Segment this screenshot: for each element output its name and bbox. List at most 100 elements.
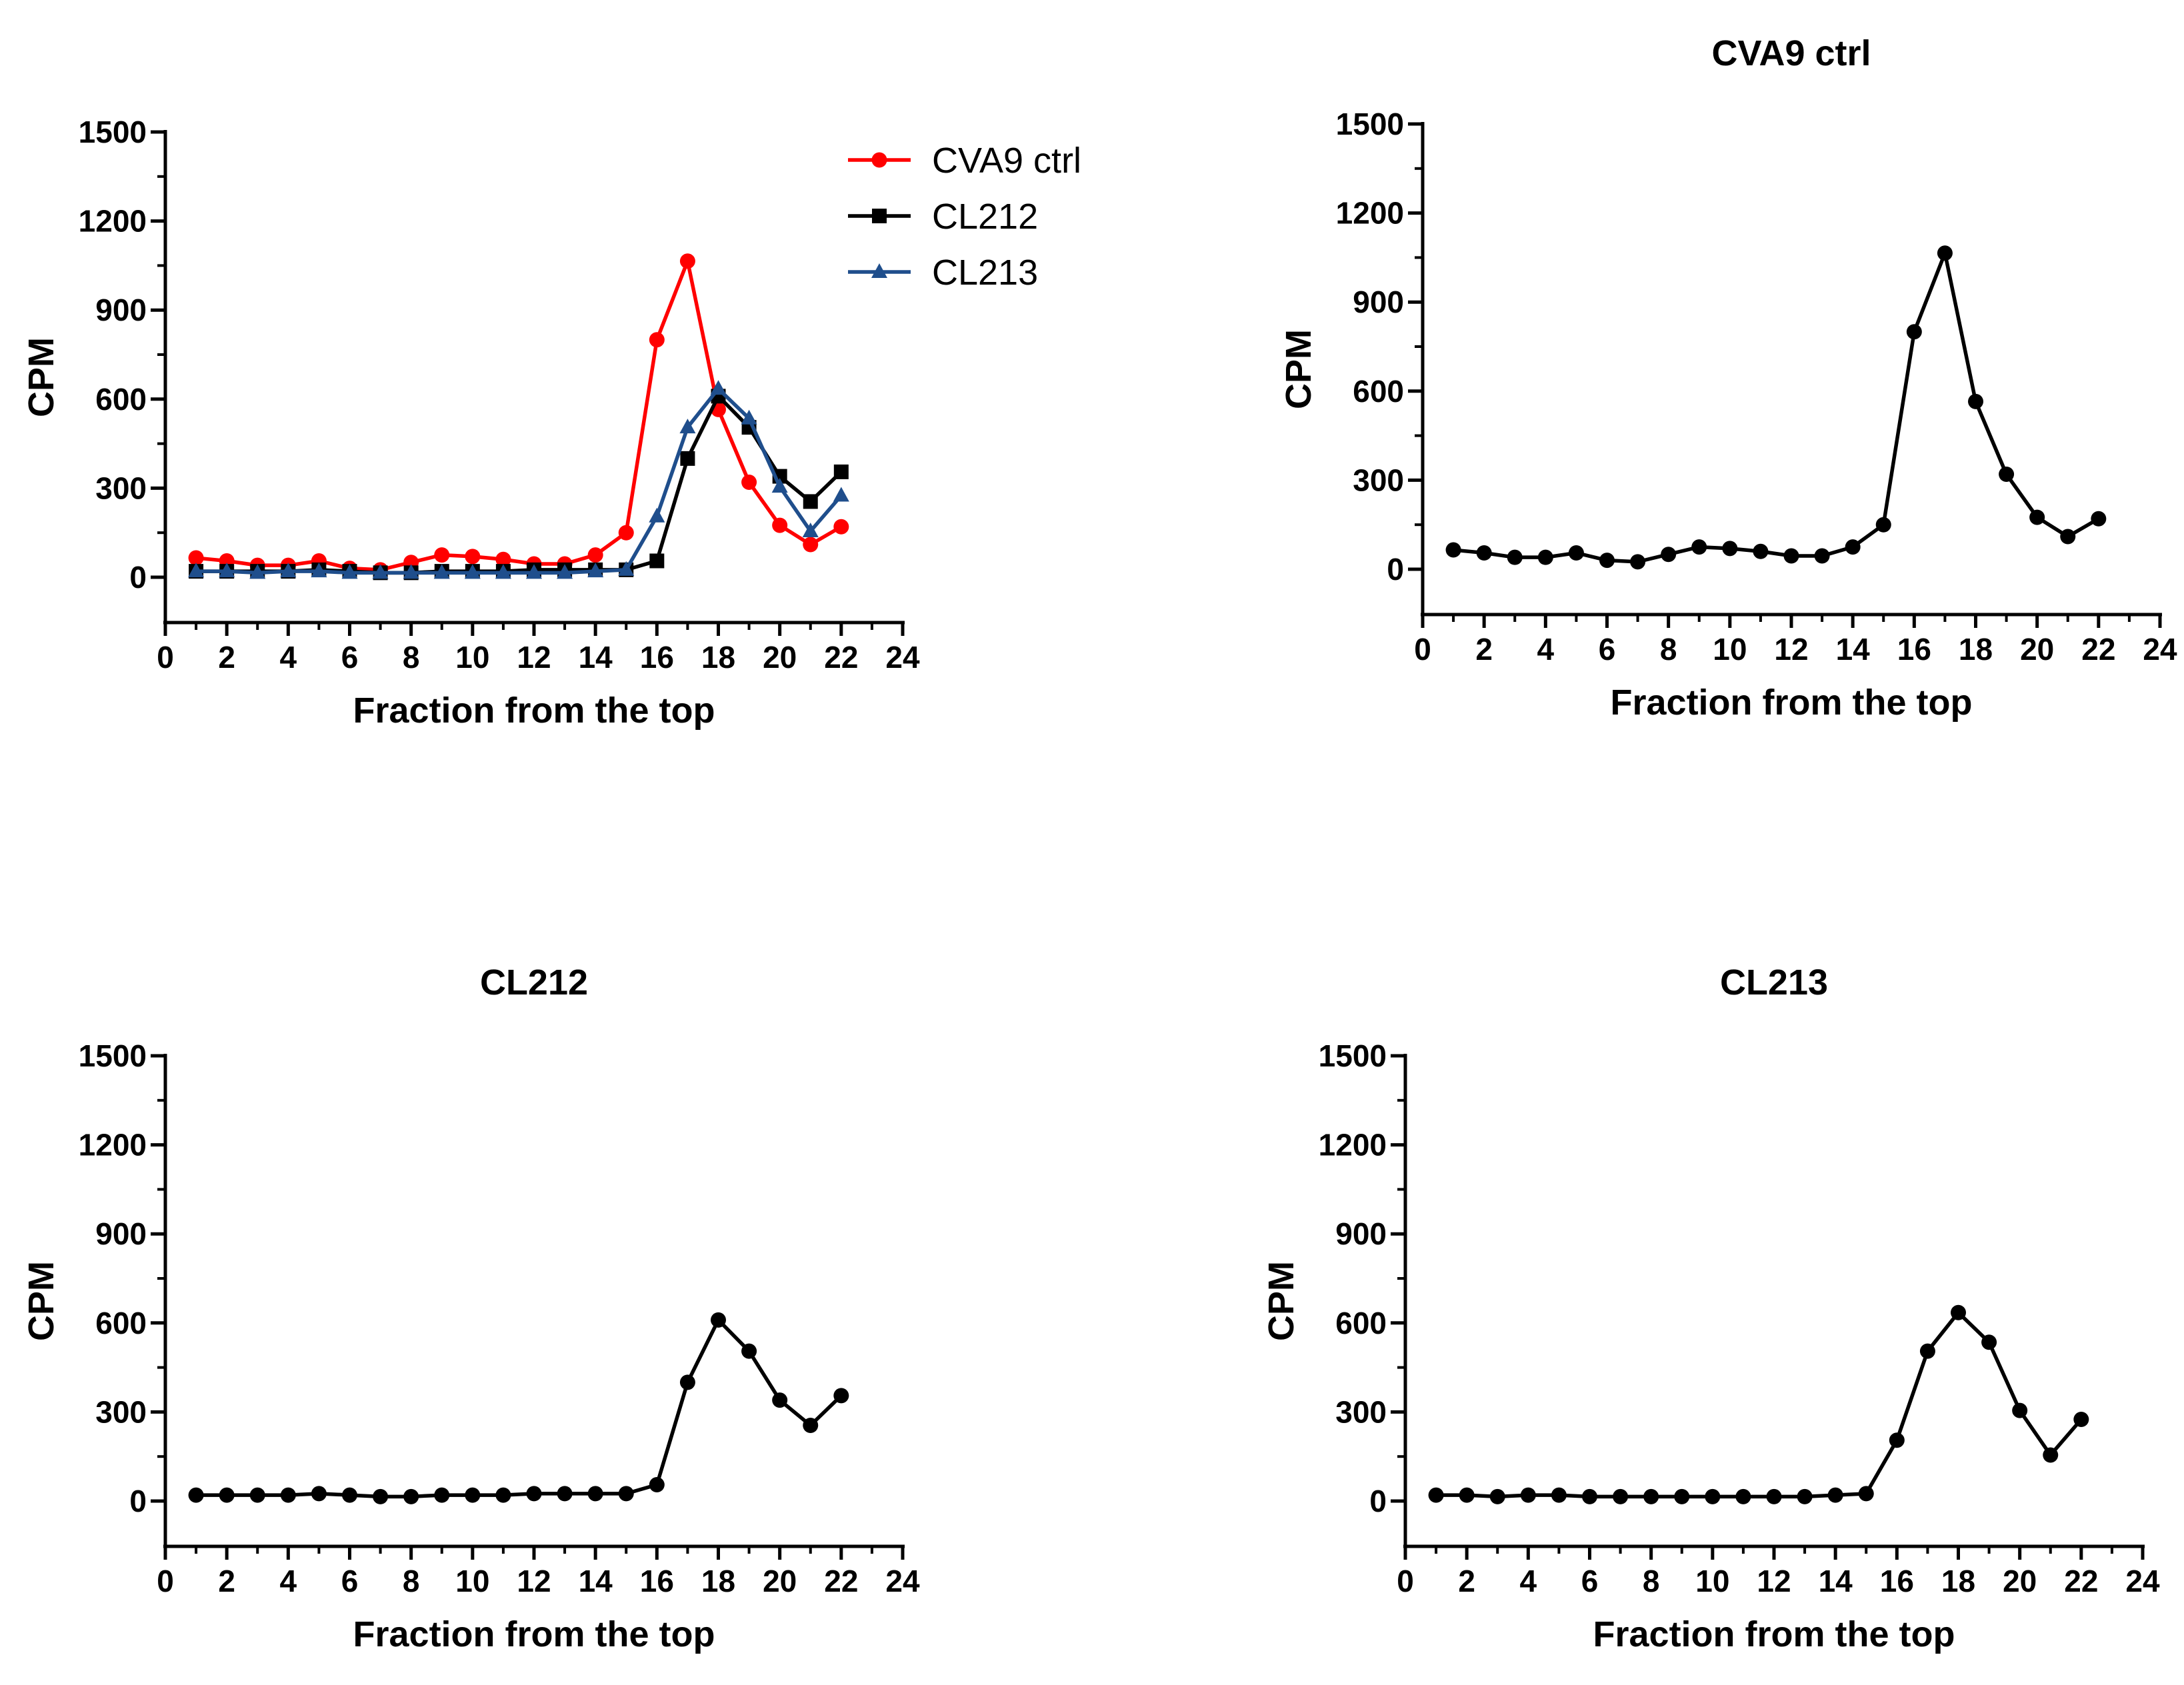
x-tick-label: 16 bbox=[1897, 632, 1931, 667]
series-cl213 bbox=[188, 380, 849, 579]
x-tick-label: 12 bbox=[1757, 1564, 1791, 1598]
data-point-cl213 bbox=[403, 564, 419, 579]
data-point-cl213 bbox=[341, 564, 358, 579]
x-tick-label: 6 bbox=[341, 1564, 359, 1598]
x-tick-label: 24 bbox=[2125, 1564, 2160, 1598]
y-tick-label: 600 bbox=[1335, 1306, 1387, 1340]
legend-label: CL213 bbox=[932, 253, 1038, 293]
series-line-cl213 bbox=[1436, 1310, 2083, 1499]
x-tick-label: 10 bbox=[455, 640, 489, 675]
x-tick-label: 24 bbox=[2143, 632, 2177, 667]
data-point-cl212 bbox=[680, 451, 695, 466]
data-point-cl212 bbox=[649, 553, 665, 569]
data-point-cl213 bbox=[249, 564, 266, 579]
data-point-cl212 bbox=[833, 1388, 849, 1404]
data-point-cl213 bbox=[495, 564, 511, 579]
y-tick-label: 0 bbox=[129, 1484, 147, 1518]
x-tick-label: 12 bbox=[517, 1564, 551, 1598]
x-tick-label: 14 bbox=[1819, 1564, 1853, 1598]
data-point-cva9-ctrl bbox=[2029, 509, 2045, 525]
data-point-cva9-ctrl bbox=[1507, 549, 1523, 565]
data-point-cva9-ctrl bbox=[2060, 529, 2076, 545]
y-tick-label: 1200 bbox=[1336, 196, 1404, 231]
series-line-cl212 bbox=[196, 1318, 843, 1499]
data-point-cl213 bbox=[1889, 1432, 1905, 1448]
data-point-cva9-ctrl bbox=[1814, 548, 1830, 564]
y-axis-title: CPM bbox=[1279, 329, 1319, 409]
data-point-cva9-ctrl bbox=[2091, 511, 2107, 527]
legend-swatch-marker bbox=[872, 209, 887, 223]
y-tick-label: 300 bbox=[1353, 463, 1404, 497]
data-point-cl212 bbox=[249, 1487, 265, 1503]
x-tick-label: 18 bbox=[701, 640, 735, 675]
x-tick-label: 10 bbox=[1695, 1564, 1729, 1598]
data-point-cl213 bbox=[802, 522, 819, 537]
x-tick-label: 6 bbox=[1581, 1564, 1599, 1598]
data-point-cl212 bbox=[679, 1374, 695, 1390]
data-point-cl212 bbox=[403, 1488, 419, 1504]
y-tick-label: 600 bbox=[95, 382, 147, 417]
y-tick-label: 0 bbox=[129, 560, 147, 595]
data-point-cl212 bbox=[649, 1477, 665, 1493]
x-tick-label: 2 bbox=[1458, 1564, 1475, 1598]
data-point-cva9-ctrl bbox=[1783, 548, 1799, 564]
x-axis-title: Fraction from the top bbox=[1593, 1614, 1955, 1654]
legend-item-cl213: CL213 bbox=[848, 253, 1038, 293]
data-point-cl212 bbox=[311, 1486, 327, 1502]
x-tick-label: 16 bbox=[640, 1564, 674, 1598]
data-point-cl212 bbox=[833, 464, 849, 479]
series-line-cva9-ctrl bbox=[195, 259, 843, 572]
data-point-cl213 bbox=[1858, 1486, 1874, 1502]
legend-label: CL212 bbox=[932, 197, 1038, 237]
data-point-cl212 bbox=[526, 1486, 542, 1502]
y-tick-label: 300 bbox=[1335, 1394, 1387, 1429]
series-line-cva9-ctrl bbox=[1453, 251, 2100, 564]
x-tick-label: 18 bbox=[1959, 632, 1993, 667]
x-tick-label: 14 bbox=[579, 1564, 613, 1598]
data-point-cl213 bbox=[1981, 1334, 1997, 1350]
data-point-cl213 bbox=[311, 563, 327, 578]
data-point-cl213 bbox=[649, 507, 665, 523]
data-point-cl213 bbox=[433, 564, 450, 579]
data-point-cva9-ctrl bbox=[741, 474, 757, 490]
data-point-cl213 bbox=[1551, 1487, 1567, 1503]
data-point-cva9-ctrl bbox=[434, 547, 450, 563]
x-tick-label: 24 bbox=[885, 1564, 920, 1598]
x-tick-label: 20 bbox=[2020, 632, 2054, 667]
data-point-cl212 bbox=[741, 1343, 757, 1359]
data-point-cl213 bbox=[679, 419, 696, 434]
x-tick-label: 20 bbox=[763, 1564, 797, 1598]
x-tick-label: 8 bbox=[403, 1564, 420, 1598]
y-tick-label: 0 bbox=[1387, 552, 1404, 587]
data-point-cl213 bbox=[833, 487, 849, 502]
data-point-cl212 bbox=[557, 1486, 573, 1502]
data-point-cva9-ctrl bbox=[1875, 517, 1891, 533]
data-point-cl213 bbox=[1582, 1488, 1597, 1504]
y-tick-label: 0 bbox=[1369, 1484, 1387, 1518]
data-point-cl213 bbox=[1827, 1487, 1843, 1503]
data-point-cva9-ctrl bbox=[618, 525, 634, 541]
data-point-cl213 bbox=[557, 564, 573, 579]
x-tick-label: 6 bbox=[1599, 632, 1616, 667]
data-point-cl213 bbox=[2073, 1412, 2089, 1428]
data-point-cva9-ctrl bbox=[188, 550, 204, 566]
x-tick-label: 16 bbox=[1880, 1564, 1914, 1598]
y-tick-label: 1200 bbox=[79, 204, 147, 239]
y-tick-label: 900 bbox=[95, 1216, 147, 1251]
x-tick-label: 0 bbox=[157, 1564, 174, 1598]
data-point-cl212 bbox=[188, 1487, 204, 1503]
data-point-cva9-ctrl bbox=[833, 519, 849, 535]
data-point-cl213 bbox=[1428, 1487, 1444, 1503]
data-point-cl213 bbox=[710, 380, 727, 395]
data-point-cva9-ctrl bbox=[772, 517, 788, 533]
y-tick-label: 1500 bbox=[1319, 1038, 1387, 1073]
data-point-cva9-ctrl bbox=[1906, 324, 1922, 340]
legend-swatch-marker bbox=[871, 263, 887, 278]
y-tick-label: 1500 bbox=[1336, 107, 1404, 141]
data-point-cl213 bbox=[1766, 1488, 1782, 1504]
legend-swatch-marker bbox=[871, 152, 887, 168]
legend-label: CVA9 ctrl bbox=[932, 141, 1081, 181]
data-point-cva9-ctrl bbox=[1968, 393, 1983, 409]
